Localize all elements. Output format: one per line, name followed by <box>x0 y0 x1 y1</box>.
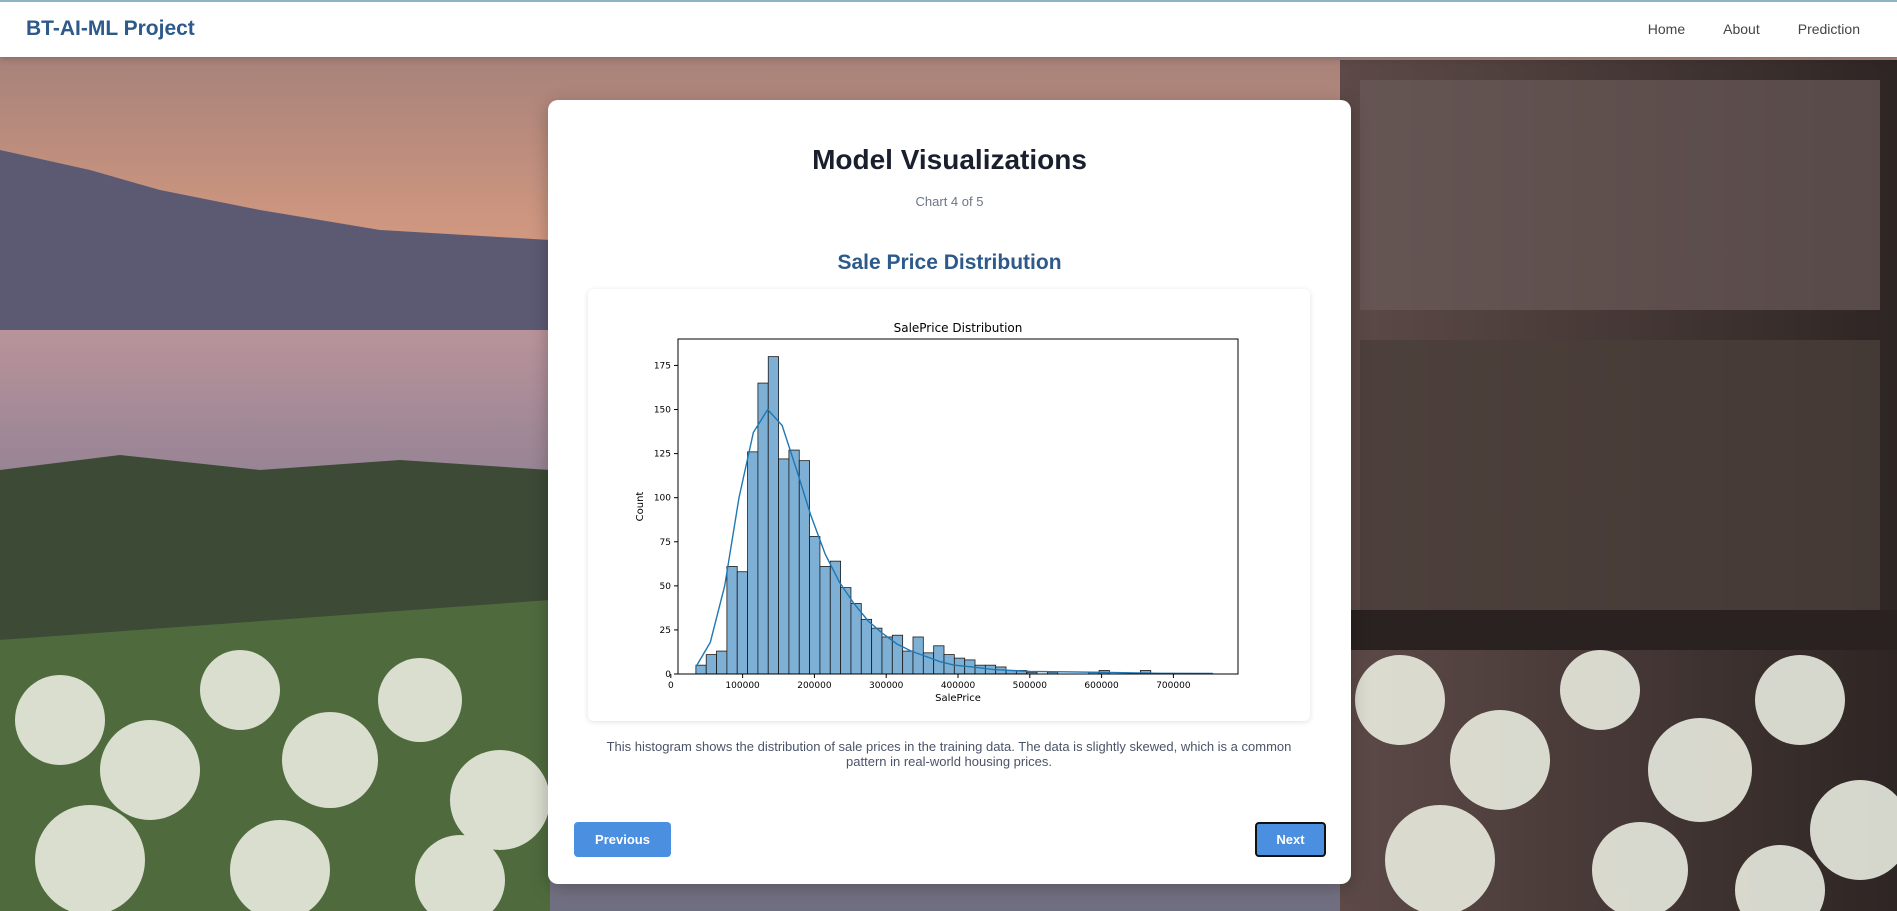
x-tick-label: 100000 <box>725 681 760 691</box>
histogram-bar <box>757 382 769 675</box>
histogram-bar <box>747 451 759 675</box>
histogram-bar <box>695 664 707 675</box>
y-tick-label: 50 <box>660 582 672 592</box>
nav-links: Home About Prediction <box>1648 21 1897 37</box>
y-axis-label: Count <box>635 492 646 522</box>
nav-link-prediction[interactable]: Prediction <box>1797 21 1860 37</box>
chart-counter: Chart 4 of 5 <box>915 194 984 209</box>
histogram-bar <box>809 536 821 675</box>
x-axis-label: SalePrice <box>935 693 981 704</box>
kde-curve <box>695 408 1213 675</box>
chart-title: SalePrice Distribution <box>894 321 1023 335</box>
x-tick-label: 200000 <box>797 681 832 691</box>
x-tick-label: 0 <box>668 681 674 691</box>
brand-logo-text[interactable]: BT-AI-ML Project <box>26 17 195 40</box>
histogram-bar <box>736 571 748 675</box>
histogram-bar <box>819 566 831 675</box>
histogram-bar <box>829 560 842 675</box>
y-tick-label: 0 <box>665 670 671 680</box>
visualization-card: Model Visualizations Chart 4 of 5 Sale P… <box>548 100 1351 884</box>
navbar: BT-AI-ML Project Home About Prediction <box>0 0 1897 57</box>
x-tick-label: 700000 <box>1156 681 1191 691</box>
histogram-bar <box>767 356 779 675</box>
y-tick-label: 75 <box>660 538 671 548</box>
previous-button[interactable]: Previous <box>574 822 671 857</box>
histogram-bar <box>881 636 893 675</box>
nav-link-home[interactable]: Home <box>1647 21 1686 37</box>
y-tick-label: 175 <box>654 361 671 371</box>
y-tick-label: 125 <box>654 450 671 460</box>
page-title: Model Visualizations <box>812 144 1087 175</box>
x-tick-label: 600000 <box>1084 681 1119 691</box>
x-tick-label: 400000 <box>941 681 976 691</box>
histogram-bar <box>850 603 862 675</box>
y-tick-label: 100 <box>654 494 671 504</box>
histogram-bar <box>902 650 914 675</box>
histogram-bar <box>840 587 852 675</box>
histogram-bar <box>860 618 873 675</box>
next-button[interactable]: Next <box>1255 822 1326 857</box>
chart-container: 0 100000 200000 300000 400000 500000 600000 700… <box>588 289 1310 721</box>
x-tick-label: 500000 <box>1013 681 1048 691</box>
chart-heading: Sale Price Distribution <box>837 251 1062 274</box>
chart-description: This histogram shows the distribution of… <box>606 739 1292 769</box>
histogram-bar <box>716 650 728 675</box>
y-tick-label: 150 <box>654 406 671 416</box>
histogram-bar <box>726 566 738 675</box>
histogram-bar <box>778 458 790 675</box>
histogram-bar <box>788 449 800 675</box>
histogram-bar <box>974 664 986 675</box>
nav-link-about[interactable]: About <box>1723 21 1760 37</box>
x-tick-label: 300000 <box>869 681 904 691</box>
histogram-bar <box>705 654 717 675</box>
histogram-bar <box>871 627 883 675</box>
histogram-chart: 0 100000 200000 300000 400000 500000 600000 700… <box>635 321 1239 704</box>
y-tick-label: 25 <box>660 626 671 636</box>
